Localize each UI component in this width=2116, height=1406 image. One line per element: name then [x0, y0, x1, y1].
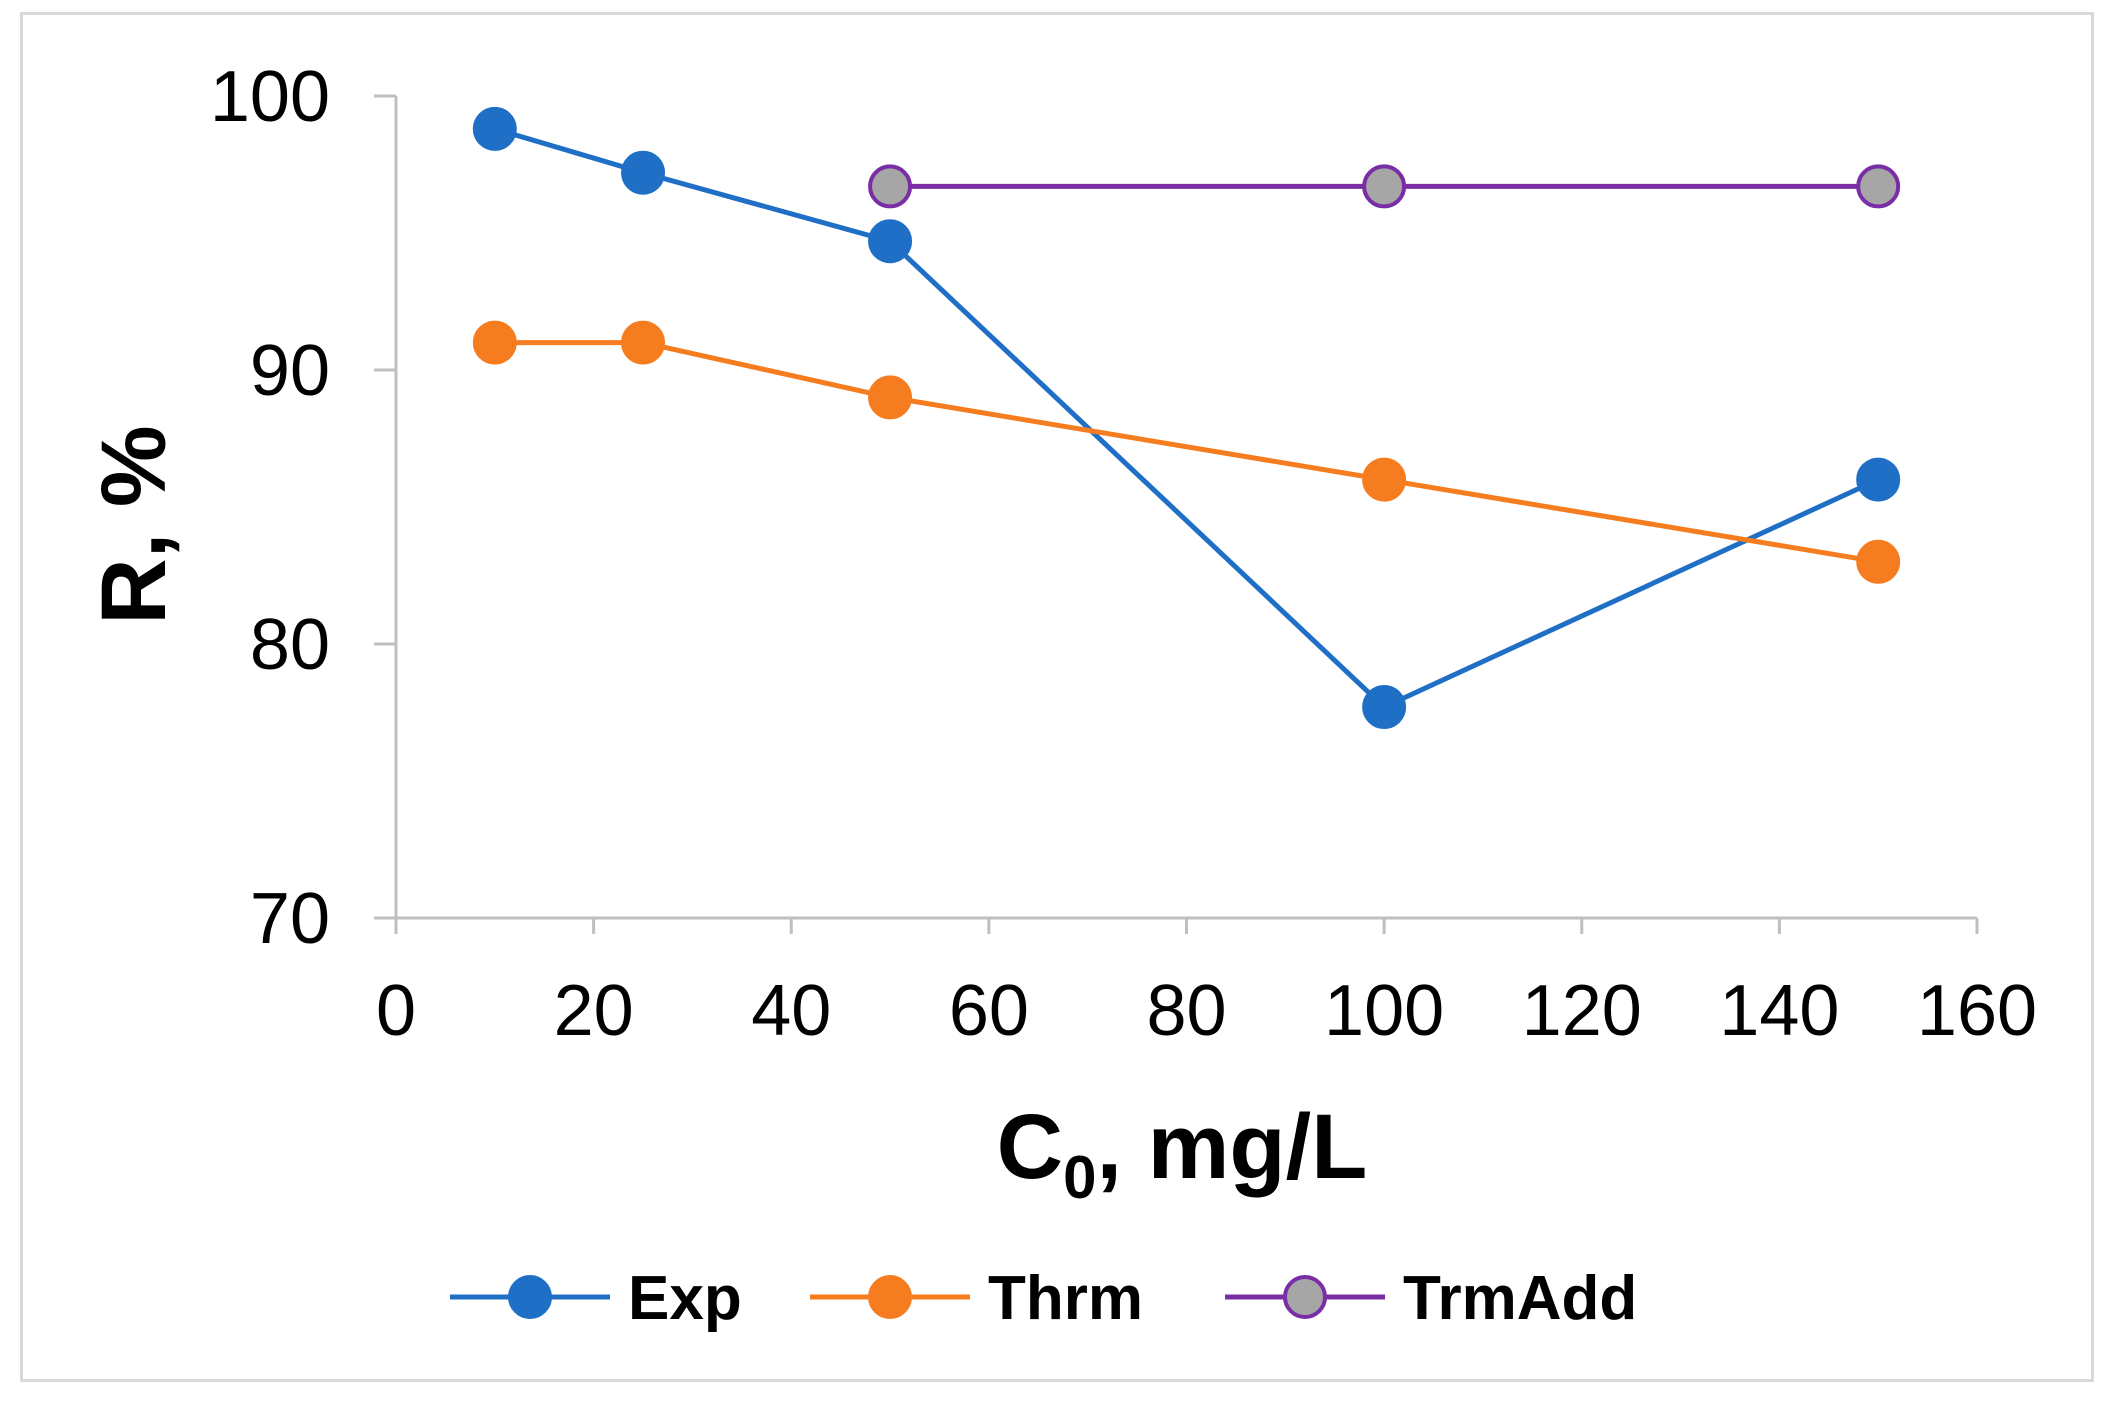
legend-marker-thrm: [868, 1275, 912, 1319]
series-exp: [472, 106, 1901, 730]
data-point-exp: [1856, 457, 1901, 502]
legend-label-trmadd: TrmAdd: [1403, 1264, 1637, 1333]
data-point-thrm: [472, 320, 517, 365]
data-point-exp: [472, 106, 517, 151]
data-point-trmadd: [868, 164, 913, 209]
x-tick-label: 80: [1146, 971, 1226, 1051]
x-axis-title-unit: , mg/L: [1096, 1096, 1367, 1198]
legend-item-thrm: Thrm: [810, 1264, 1143, 1333]
data-point-thrm: [1856, 539, 1901, 584]
legend-label-thrm: Thrm: [988, 1264, 1143, 1333]
x-axis-title-main: C: [997, 1096, 1063, 1198]
data-point-thrm: [868, 375, 913, 420]
legend: Exp Thrm TrmAdd: [450, 1264, 1637, 1333]
x-tick-label: 100: [1324, 971, 1444, 1051]
y-tick-label: 100: [210, 57, 330, 137]
data-point-trmadd: [1362, 164, 1407, 209]
chart-frame: [20, 12, 2094, 1382]
axes: 70 80 90 100 0 20 40 60 80 100 120 140 160: [210, 57, 2037, 1051]
legend-marker-trmadd: [1283, 1275, 1327, 1319]
data-point-thrm: [621, 320, 666, 365]
series-trmadd: [868, 164, 1901, 209]
x-tick-label: 0: [376, 971, 416, 1051]
x-tick-label: 160: [1917, 971, 2037, 1051]
series-layer: [472, 106, 1901, 730]
series-thrm: [472, 320, 1901, 584]
x-axis-title: C0, mg/L: [997, 1096, 1368, 1211]
y-tick-label: 80: [250, 605, 330, 685]
x-tick-label: 120: [1522, 971, 1642, 1051]
legend-item-trmadd: TrmAdd: [1225, 1264, 1637, 1333]
x-axis-title-subscript: 0: [1063, 1144, 1096, 1211]
series-line-thrm: [494, 340, 1879, 565]
x-tick-label: 140: [1719, 971, 1839, 1051]
series-line-exp: [494, 126, 1880, 710]
x-tick-label: 40: [751, 971, 831, 1051]
y-tick-label: 90: [250, 331, 330, 411]
y-tick-label: 70: [250, 879, 330, 959]
legend-marker-exp: [508, 1275, 552, 1319]
data-point-exp: [1362, 685, 1407, 730]
x-tick-label: 60: [949, 971, 1029, 1051]
data-point-exp: [868, 219, 913, 264]
legend-item-exp: Exp: [450, 1264, 742, 1333]
data-point-exp: [621, 150, 666, 195]
x-tick-label: 20: [554, 971, 634, 1051]
data-point-trmadd: [1856, 164, 1901, 209]
legend-label-exp: Exp: [628, 1264, 742, 1333]
y-axis-title: R, %: [83, 425, 185, 624]
data-point-thrm: [1362, 457, 1407, 502]
